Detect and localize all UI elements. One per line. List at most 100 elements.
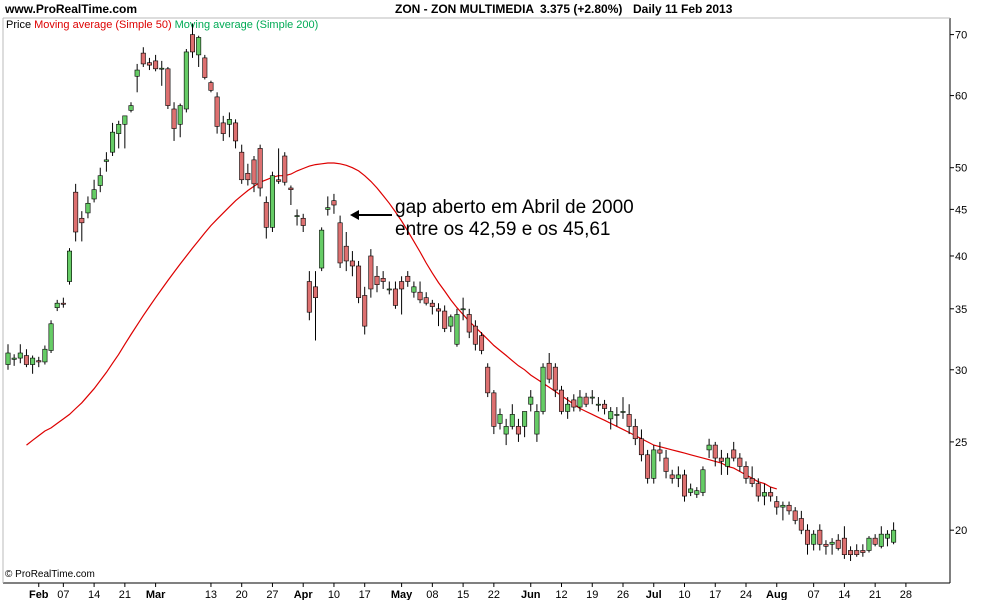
candle[interactable] bbox=[614, 407, 620, 427]
candle[interactable] bbox=[60, 297, 66, 308]
candle[interactable] bbox=[325, 196, 331, 216]
candle[interactable] bbox=[442, 305, 448, 333]
candle[interactable] bbox=[848, 546, 854, 562]
candle[interactable] bbox=[67, 248, 73, 285]
candle[interactable] bbox=[595, 397, 601, 412]
candle[interactable] bbox=[116, 120, 122, 149]
candle[interactable] bbox=[429, 299, 435, 315]
candle[interactable] bbox=[460, 297, 466, 321]
candle[interactable] bbox=[165, 66, 171, 109]
candle[interactable] bbox=[620, 397, 626, 419]
candle[interactable] bbox=[577, 390, 583, 412]
candle[interactable] bbox=[54, 299, 60, 312]
candle[interactable] bbox=[546, 352, 552, 384]
candle[interactable] bbox=[626, 404, 632, 435]
candle[interactable] bbox=[706, 438, 712, 459]
candle[interactable] bbox=[485, 363, 491, 398]
candle[interactable] bbox=[835, 534, 841, 551]
candle[interactable] bbox=[675, 466, 681, 488]
candle[interactable] bbox=[841, 526, 847, 559]
candle[interactable] bbox=[811, 530, 817, 551]
legend-ma200[interactable]: Moving average (Simple 200) bbox=[174, 19, 319, 31]
candle[interactable] bbox=[368, 249, 374, 298]
candle[interactable] bbox=[23, 349, 29, 368]
candle[interactable] bbox=[122, 115, 128, 149]
candle[interactable] bbox=[798, 510, 804, 535]
candle[interactable] bbox=[48, 320, 54, 353]
candle[interactable] bbox=[214, 92, 220, 134]
candle[interactable] bbox=[128, 102, 134, 113]
candle[interactable] bbox=[497, 408, 503, 430]
candle[interactable] bbox=[780, 501, 786, 521]
candle[interactable] bbox=[300, 213, 306, 232]
candle[interactable] bbox=[399, 276, 405, 315]
candle[interactable] bbox=[657, 441, 663, 462]
ma50-line[interactable] bbox=[26, 162, 777, 490]
candle[interactable] bbox=[374, 265, 380, 293]
candle[interactable] bbox=[565, 397, 571, 419]
candle[interactable] bbox=[645, 449, 651, 484]
candle[interactable] bbox=[718, 449, 724, 475]
candle[interactable] bbox=[817, 524, 823, 551]
candle[interactable] bbox=[159, 60, 165, 86]
candle[interactable] bbox=[269, 171, 275, 232]
candle[interactable] bbox=[688, 483, 694, 497]
candle[interactable] bbox=[768, 487, 774, 502]
candle[interactable] bbox=[823, 540, 829, 555]
candle[interactable] bbox=[602, 399, 608, 415]
candle[interactable] bbox=[343, 231, 349, 272]
candle[interactable] bbox=[663, 449, 669, 479]
candle[interactable] bbox=[91, 179, 97, 203]
candle[interactable] bbox=[239, 144, 245, 184]
candle[interactable] bbox=[177, 103, 183, 138]
candle[interactable] bbox=[386, 281, 392, 295]
candle[interactable] bbox=[153, 54, 159, 72]
site-url[interactable]: www.ProRealTime.com bbox=[5, 2, 138, 16]
candle[interactable] bbox=[392, 281, 398, 309]
candle[interactable] bbox=[140, 47, 146, 67]
candle[interactable] bbox=[349, 251, 355, 277]
candle[interactable] bbox=[85, 196, 91, 219]
candle[interactable] bbox=[417, 281, 423, 304]
candle[interactable] bbox=[17, 344, 23, 364]
candle[interactable] bbox=[312, 271, 318, 341]
candle[interactable] bbox=[528, 390, 534, 412]
candle[interactable] bbox=[737, 453, 743, 472]
candle[interactable] bbox=[854, 544, 860, 557]
candle[interactable] bbox=[700, 466, 706, 497]
candle[interactable] bbox=[380, 271, 386, 289]
candle[interactable] bbox=[282, 152, 288, 186]
candle[interactable] bbox=[208, 80, 214, 93]
candle[interactable] bbox=[331, 193, 337, 214]
candle[interactable] bbox=[540, 363, 546, 415]
candle[interactable] bbox=[712, 441, 718, 467]
candle[interactable] bbox=[251, 156, 257, 193]
candle[interactable] bbox=[884, 530, 890, 547]
candle[interactable] bbox=[503, 418, 509, 446]
candle[interactable] bbox=[294, 209, 300, 226]
legend-ma50[interactable]: Moving average (Simple 50) bbox=[34, 19, 172, 31]
candle[interactable] bbox=[749, 466, 755, 488]
candle[interactable] bbox=[681, 469, 687, 502]
candle[interactable] bbox=[356, 260, 362, 304]
candle[interactable] bbox=[97, 167, 103, 193]
candle[interactable] bbox=[171, 102, 177, 141]
candle[interactable] bbox=[362, 286, 368, 335]
candle[interactable] bbox=[638, 429, 644, 462]
candle[interactable] bbox=[761, 483, 767, 506]
candle[interactable] bbox=[731, 441, 737, 462]
candle[interactable] bbox=[509, 404, 515, 430]
candle[interactable] bbox=[5, 344, 11, 370]
candle[interactable] bbox=[632, 418, 638, 446]
candle[interactable] bbox=[79, 211, 85, 242]
candle[interactable] bbox=[202, 54, 208, 80]
candle[interactable] bbox=[515, 418, 521, 442]
candle[interactable] bbox=[36, 356, 42, 368]
candle[interactable] bbox=[472, 320, 478, 351]
candle[interactable] bbox=[829, 538, 835, 555]
candle[interactable] bbox=[411, 281, 417, 298]
candle[interactable] bbox=[608, 407, 614, 430]
candle[interactable] bbox=[725, 453, 731, 475]
candle[interactable] bbox=[792, 507, 798, 525]
